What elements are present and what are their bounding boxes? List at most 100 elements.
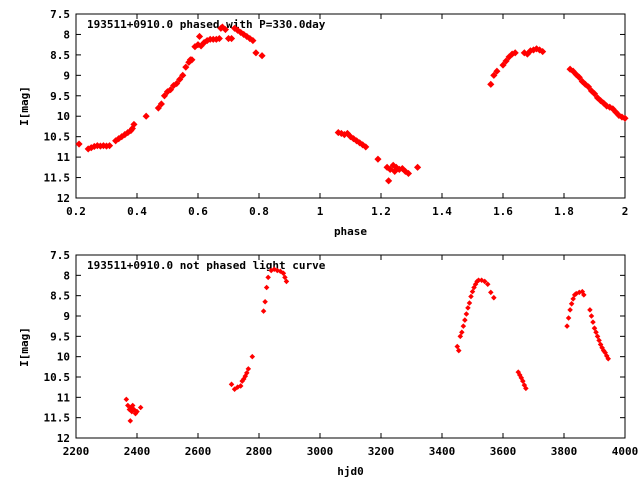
plot-frame xyxy=(75,254,626,439)
data-point xyxy=(131,406,137,413)
y-tick-label: 10.5 xyxy=(44,371,71,384)
data-point xyxy=(249,37,257,45)
data-point xyxy=(565,315,572,321)
data-point xyxy=(414,163,422,171)
phased-light-curve-panel: 0.2 0.4 0.6 0.8 1 1.2 1.4 1.6 1.8 2 7.5 8 8.5 9 9.5 10 1… xyxy=(18,8,629,238)
x-tick-label: 2 xyxy=(622,205,629,218)
data-point xyxy=(258,52,266,60)
data-point xyxy=(484,281,491,288)
y-tick-label: 8 xyxy=(63,269,70,282)
data-point xyxy=(468,293,474,300)
data-point xyxy=(517,372,523,378)
data-point xyxy=(590,319,596,325)
x-tick-label: 3000 xyxy=(307,445,334,458)
data-point xyxy=(469,288,476,295)
y-tick-label: 12 xyxy=(57,432,70,445)
data-point xyxy=(134,408,140,415)
data-point xyxy=(493,67,501,75)
data-point xyxy=(240,376,247,382)
y-tick-label: 10 xyxy=(57,110,70,123)
y-axis-title: I[mag] xyxy=(18,86,31,126)
y-tick-label: 11 xyxy=(57,151,71,164)
x-tick-label: 3800 xyxy=(551,445,578,458)
data-point xyxy=(539,48,547,56)
y-tick-label: 11.5 xyxy=(44,172,71,185)
x-tick-label: 1.8 xyxy=(554,205,574,218)
data-point xyxy=(523,385,529,392)
data-point xyxy=(584,83,592,91)
data-point xyxy=(75,140,83,148)
data-point xyxy=(123,396,130,403)
x-tick-label: 2200 xyxy=(63,445,90,458)
y-tick-label: 11 xyxy=(57,391,71,404)
y-tick-label: 8.5 xyxy=(50,290,70,303)
data-point xyxy=(588,313,595,319)
data-point xyxy=(228,381,235,388)
data-point xyxy=(265,274,271,281)
x-tick-label: 2400 xyxy=(124,445,151,458)
data-point xyxy=(459,329,465,336)
x-tick-label: 0.2 xyxy=(66,205,86,218)
data-series xyxy=(123,266,611,424)
x-tick-label: 3200 xyxy=(368,445,395,458)
data-point xyxy=(362,143,370,151)
data-point xyxy=(166,86,175,94)
data-point xyxy=(385,177,393,185)
x-tick-label: 0.8 xyxy=(249,205,269,218)
data-point xyxy=(179,71,187,79)
data-point xyxy=(502,57,510,65)
data-point xyxy=(142,112,150,120)
data-point xyxy=(129,402,136,409)
x-tick-label: 1.2 xyxy=(371,205,391,218)
data-point xyxy=(160,92,169,100)
data-point xyxy=(457,333,464,340)
data-point xyxy=(176,75,184,83)
data-point xyxy=(460,323,467,329)
data-point xyxy=(231,386,238,392)
x-tick-label: 1.4 xyxy=(432,205,452,218)
data-point xyxy=(262,299,268,305)
data-point xyxy=(252,49,260,57)
data-point xyxy=(188,56,196,64)
x-tick-label: 0.4 xyxy=(127,205,147,218)
data-point xyxy=(227,34,236,43)
data-point xyxy=(567,307,573,313)
x-tick-label: 1.6 xyxy=(493,205,513,218)
x-tick-label: 2600 xyxy=(185,445,212,458)
data-point xyxy=(593,329,599,336)
data-point xyxy=(374,155,382,163)
x-tick-label: 3400 xyxy=(429,445,456,458)
chart-title: 193511+0910.0 not phased light curve xyxy=(87,259,326,272)
data-point xyxy=(154,104,162,112)
x-tick-label: 2800 xyxy=(246,445,273,458)
data-point xyxy=(568,301,575,307)
y-axis-title: I[mag] xyxy=(18,327,31,367)
data-point xyxy=(487,80,495,88)
data-point xyxy=(488,289,494,296)
y-tick-label: 11.5 xyxy=(44,412,71,425)
data-point xyxy=(105,142,114,150)
data-point xyxy=(481,278,488,285)
x-axis-title: phase xyxy=(334,225,367,238)
chart-title: 193511+0910.0 phased with P=330.0day xyxy=(87,18,326,31)
data-point xyxy=(581,292,587,298)
data-point xyxy=(605,355,611,362)
data-point xyxy=(579,288,586,295)
plot-frame xyxy=(75,13,626,199)
data-series xyxy=(75,23,629,185)
data-point xyxy=(260,308,267,314)
data-point xyxy=(386,165,394,173)
data-point xyxy=(263,284,270,291)
data-point xyxy=(244,370,250,376)
y-tick-label: 9.5 xyxy=(50,330,70,343)
data-point xyxy=(182,63,190,71)
data-point xyxy=(463,311,470,317)
data-point xyxy=(621,114,629,122)
y-tick-label: 10.5 xyxy=(44,131,71,144)
x-tick-label: 0.6 xyxy=(188,205,208,218)
data-point xyxy=(195,32,204,41)
data-point xyxy=(277,268,284,275)
data-point xyxy=(564,323,570,329)
data-point xyxy=(499,61,507,69)
